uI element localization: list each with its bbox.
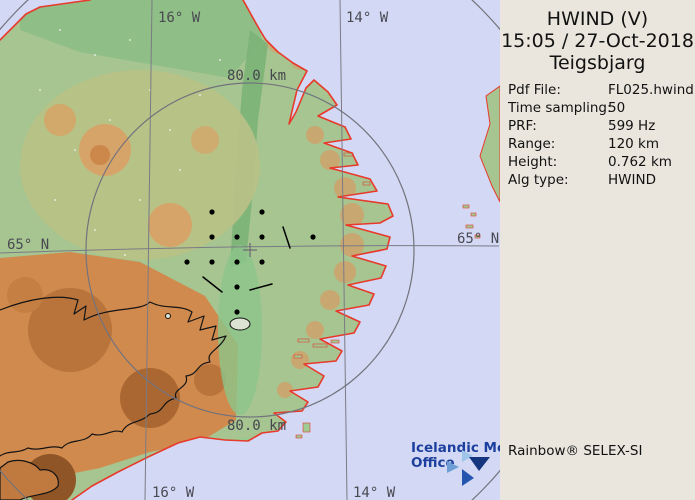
meridian-16w <box>144 0 153 500</box>
coastline <box>0 0 394 500</box>
glacier-contour <box>0 296 227 500</box>
field-label: Range: <box>508 136 556 152</box>
lakes <box>165 313 251 331</box>
field-row-range: Range: 120 km <box>500 135 695 153</box>
site-name: Teigsbjarg <box>549 52 646 74</box>
field-value: 120 km <box>608 136 660 152</box>
product-datetime: 15:05 / 27-Oct-2018 <box>501 30 694 52</box>
product-fields: Pdf File: FL025.hwind Time sampling: 50 … <box>500 81 695 189</box>
field-value: FL025.hwind <box>608 82 694 98</box>
radar-data-layer <box>184 209 316 315</box>
radar-data-dot <box>234 284 240 290</box>
radar-wind-vector <box>249 283 273 291</box>
radar-data-dot <box>259 209 265 215</box>
label-lat65-right: 65° N <box>457 231 499 247</box>
met-office-logo: Icelandic Met Office <box>411 440 500 486</box>
logo-arrows-icon <box>447 450 490 486</box>
label-ring-bottom: 80.0 km <box>227 418 286 434</box>
radar-data-dot <box>234 309 240 315</box>
radar-data-dot <box>209 259 215 265</box>
logo-text-line2: Office <box>411 455 455 471</box>
radar-data-dot <box>234 234 240 240</box>
label-ring-top: 80.0 km <box>227 68 286 84</box>
radar-wind-vector <box>202 276 223 293</box>
field-value: 50 <box>608 100 626 116</box>
field-label: PRF: <box>508 118 537 134</box>
label-lon16-top: 16° W <box>158 10 201 26</box>
field-label: Height: <box>508 154 558 170</box>
field-label: Time sampling: <box>508 100 612 116</box>
field-row-time-sampling: Time sampling: 50 <box>500 99 695 117</box>
radar-data-dot <box>310 234 316 240</box>
radar-wind-vector <box>282 226 291 249</box>
label-lat65-left: 65° N <box>7 237 49 253</box>
field-label: Alg type: <box>508 172 569 188</box>
islets <box>293 152 481 439</box>
product-title: HWIND (V) <box>546 8 649 30</box>
radar-map-svg: 16° W 14° W 16° W 14° W 65° N 65° N 80.0… <box>0 0 500 500</box>
field-value: HWIND <box>608 172 656 188</box>
radar-data-dot <box>259 259 265 265</box>
label-lon14-top: 14° W <box>346 10 389 26</box>
title-block: HWIND (V) 15:05 / 27-Oct-2018 Teigsbjarg <box>500 0 695 74</box>
meridian-14w <box>339 0 348 500</box>
field-value: 0.762 km <box>608 154 672 170</box>
radar-data-dot <box>184 259 190 265</box>
logo-text-line1: Icelandic Met <box>411 440 500 456</box>
label-lon16-bottom: 16° W <box>152 485 195 500</box>
far-shore <box>479 85 500 203</box>
label-lon14-bottom: 14° W <box>353 485 396 500</box>
radar-map-view: 16° W 14° W 16° W 14° W 65° N 65° N 80.0… <box>0 0 500 500</box>
field-value: 599 Hz <box>608 118 656 134</box>
radar-data-dot <box>209 209 215 215</box>
product-info-panel: HWIND (V) 15:05 / 27-Oct-2018 Teigsbjarg… <box>500 0 695 500</box>
field-row-height: Height: 0.762 km <box>500 153 695 171</box>
field-row-prf: PRF: 599 Hz <box>500 117 695 135</box>
field-row-pdf-file: Pdf File: FL025.hwind <box>500 81 695 99</box>
field-row-alg-type: Alg type: HWIND <box>500 171 695 189</box>
vendor-text: Rainbow® SELEX-SI <box>508 443 643 459</box>
radar-data-dot <box>259 234 265 240</box>
radar-data-dot <box>209 234 215 240</box>
field-label: Pdf File: <box>508 82 561 98</box>
range-rings <box>0 0 500 500</box>
range-ring-80km <box>85 82 415 418</box>
radar-data-dot <box>234 259 240 265</box>
map-labels: 16° W 14° W 16° W 14° W 65° N 65° N 80.0… <box>7 10 499 500</box>
